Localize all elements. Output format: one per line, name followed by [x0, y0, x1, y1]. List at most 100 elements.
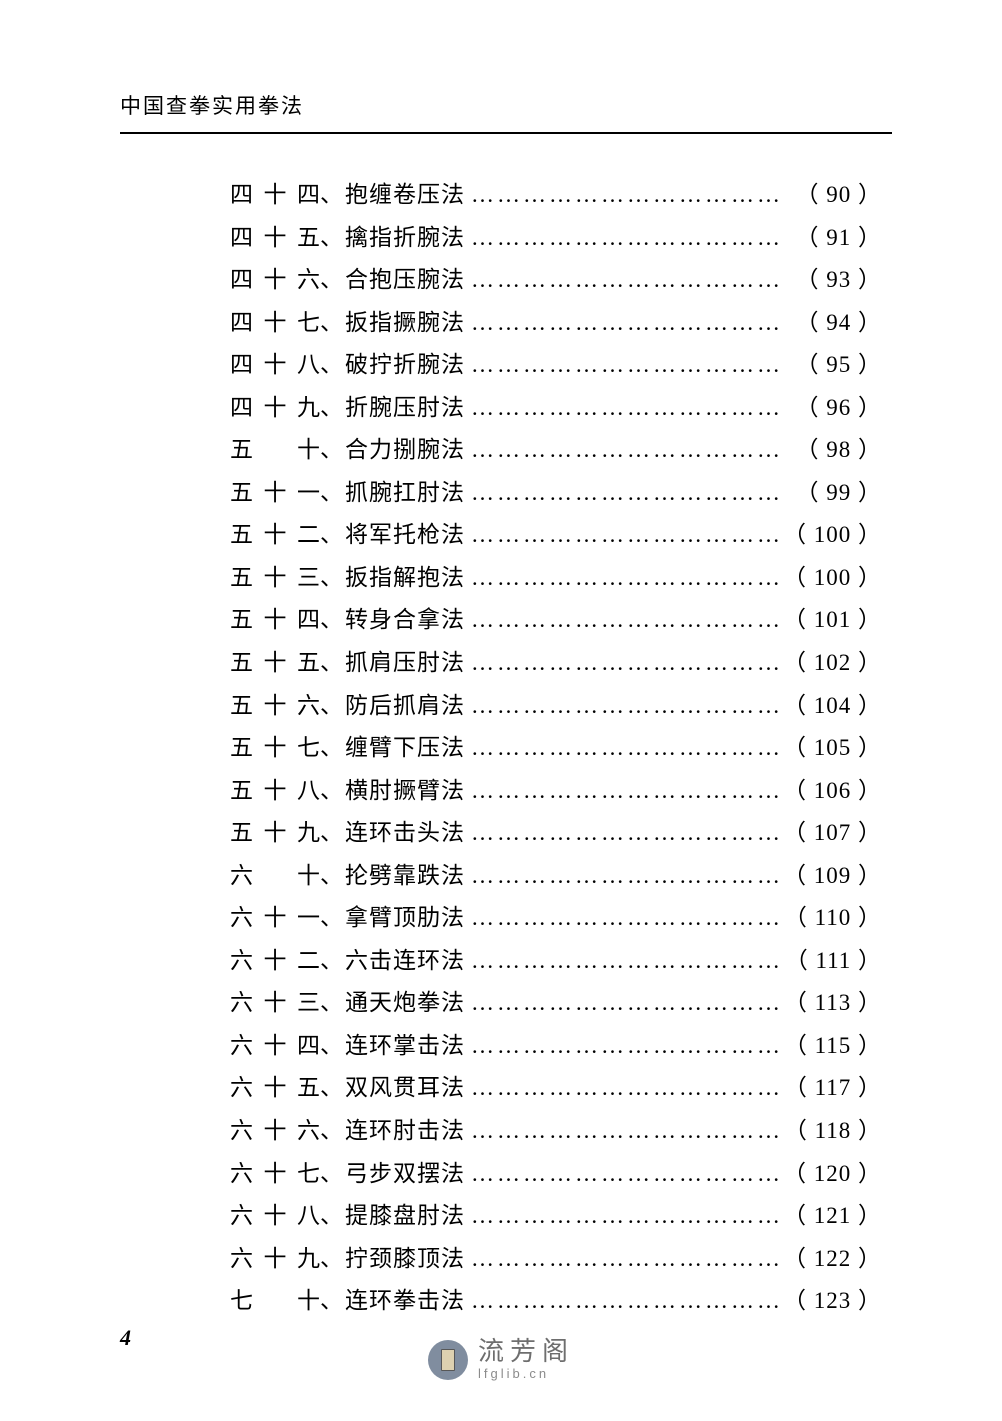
toc-separator: 、 — [320, 302, 345, 345]
toc-separator: 、 — [320, 1280, 345, 1323]
table-of-contents: 四十四、抱缠卷压法（ 90 ）四十五、擒指折腕法（ 91 ）四十六、合抱压腕法（… — [120, 174, 892, 1323]
toc-entry-page: （ 123 ） — [782, 1280, 882, 1323]
toc-entry-number: 六十七 — [230, 1153, 320, 1196]
toc-entry-number: 六十四 — [230, 1025, 320, 1068]
toc-separator: 、 — [320, 727, 345, 770]
toc-entry-title: 抓腕扛肘法 — [345, 472, 465, 515]
toc-entry-title: 连环击头法 — [345, 812, 465, 855]
toc-leader-dots — [465, 1195, 782, 1238]
toc-leader-dots — [465, 217, 782, 260]
toc-separator: 、 — [320, 1110, 345, 1153]
toc-entry-page: （ 122 ） — [782, 1238, 882, 1281]
toc-leader-dots — [465, 174, 782, 217]
toc-entry-number: 六 十 — [230, 855, 320, 898]
toc-separator: 、 — [320, 982, 345, 1025]
toc-entry-number: 六十九 — [230, 1238, 320, 1281]
toc-entry-number: 六十八 — [230, 1195, 320, 1238]
toc-leader-dots — [465, 514, 782, 557]
toc-entry-page: （ 117 ） — [782, 1067, 882, 1110]
toc-row: 四十六、合抱压腕法（ 93 ） — [230, 259, 882, 302]
toc-leader-dots — [465, 1280, 782, 1323]
toc-separator: 、 — [320, 855, 345, 898]
toc-leader-dots — [465, 770, 782, 813]
toc-row: 五十三、扳指解抱法（ 100 ） — [230, 557, 882, 600]
toc-entry-title: 连环掌击法 — [345, 1025, 465, 1068]
toc-entry-page: （ 96 ） — [782, 387, 882, 430]
toc-entry-page: （ 100 ） — [782, 514, 882, 557]
toc-leader-dots — [465, 1110, 782, 1153]
toc-row: 六十一、拿臂顶肋法（ 110 ） — [230, 897, 882, 940]
toc-separator: 、 — [320, 174, 345, 217]
toc-entry-number: 四十八 — [230, 344, 320, 387]
toc-entry-page: （ 121 ） — [782, 1195, 882, 1238]
toc-row: 四十八、破拧折腕法（ 95 ） — [230, 344, 882, 387]
toc-entry-title: 将军托枪法 — [345, 514, 465, 557]
toc-leader-dots — [465, 387, 782, 430]
toc-entry-number: 五 十 — [230, 429, 320, 472]
toc-separator: 、 — [320, 217, 345, 260]
toc-separator: 、 — [320, 940, 345, 983]
toc-entry-number: 五十九 — [230, 812, 320, 855]
toc-entry-title: 拧颈膝顶法 — [345, 1238, 465, 1281]
toc-row: 六十五、双风贯耳法 （ 117 ） — [230, 1067, 882, 1110]
toc-row: 六十六、连环肘击法（ 118 ） — [230, 1110, 882, 1153]
toc-entry-page: （ 105 ） — [782, 727, 882, 770]
toc-row: 五十八、横肘撅臂法（ 106 ） — [230, 770, 882, 813]
toc-row: 六十四、连环掌击法（ 115 ） — [230, 1025, 882, 1068]
toc-entry-number: 五十八 — [230, 770, 320, 813]
toc-separator: 、 — [320, 557, 345, 600]
toc-entry-title: 合抱压腕法 — [345, 259, 465, 302]
toc-entry-page: （ 99 ） — [782, 472, 882, 515]
toc-separator: 、 — [320, 472, 345, 515]
toc-entry-page: （ 90 ） — [782, 174, 882, 217]
toc-row: 六 十、抡劈靠跌法（ 109 ） — [230, 855, 882, 898]
toc-entry-page: （ 107 ） — [782, 812, 882, 855]
toc-entry-page: （ 113 ） — [782, 982, 882, 1025]
toc-leader-dots — [465, 897, 782, 940]
toc-entry-number: 四十六 — [230, 259, 320, 302]
toc-entry-number: 五十五 — [230, 642, 320, 685]
toc-entry-page: （ 102 ） — [782, 642, 882, 685]
watermark-badge-icon — [428, 1340, 468, 1380]
toc-row: 六十九、拧颈膝顶法（ 122 ） — [230, 1238, 882, 1281]
toc-entry-number: 五十七 — [230, 727, 320, 770]
toc-entry-title: 破拧折腕法 — [345, 344, 465, 387]
toc-row: 四十五、擒指折腕法（ 91 ） — [230, 217, 882, 260]
toc-separator: 、 — [320, 1067, 345, 1110]
toc-entry-title: 抓肩压肘法 — [345, 642, 465, 685]
toc-row: 五十一、抓腕扛肘法 （ 99 ） — [230, 472, 882, 515]
toc-entry-title: 六击连环法 — [345, 940, 465, 983]
toc-entry-page: （ 104 ） — [782, 685, 882, 728]
toc-row: 六十三、通天炮拳法（ 113 ） — [230, 982, 882, 1025]
toc-entry-number: 六十六 — [230, 1110, 320, 1153]
toc-entry-number: 四十四 — [230, 174, 320, 217]
toc-row: 五十七、缠臂下压法（ 105 ） — [230, 727, 882, 770]
toc-leader-dots — [465, 557, 782, 600]
toc-entry-title: 抡劈靠跌法 — [345, 855, 465, 898]
toc-entry-title: 拿臂顶肋法 — [345, 897, 465, 940]
toc-entry-page: （ 101 ） — [782, 599, 882, 642]
toc-entry-page: （ 93 ） — [782, 259, 882, 302]
toc-entry-number: 六十一 — [230, 897, 320, 940]
toc-entry-number: 六十五 — [230, 1067, 320, 1110]
toc-entry-title: 双风贯耳法 — [345, 1067, 465, 1110]
page-container: 中国查拳实用拳法 四十四、抱缠卷压法（ 90 ）四十五、擒指折腕法（ 91 ）四… — [0, 0, 1002, 1323]
toc-entry-number: 七 十 — [230, 1280, 320, 1323]
toc-row: 五十二、将军托枪法（ 100 ） — [230, 514, 882, 557]
toc-separator: 、 — [320, 344, 345, 387]
toc-entry-title: 抱缠卷压法 — [345, 174, 465, 217]
toc-row: 四十七、扳指撅腕法（ 94 ） — [230, 302, 882, 345]
toc-entry-title: 提膝盘肘法 — [345, 1195, 465, 1238]
toc-row: 五 十、合力捌腕法（ 98 ） — [230, 429, 882, 472]
toc-entry-number: 四十五 — [230, 217, 320, 260]
toc-separator: 、 — [320, 599, 345, 642]
toc-entry-title: 横肘撅臂法 — [345, 770, 465, 813]
toc-separator: 、 — [320, 1195, 345, 1238]
toc-entry-page: （ 118 ） — [782, 1110, 882, 1153]
watermark-cn: 流芳阁 — [478, 1338, 574, 1367]
toc-entry-number: 五十一 — [230, 472, 320, 515]
toc-row: 四十九、折腕压肘法（ 96 ） — [230, 387, 882, 430]
book-icon — [441, 1349, 455, 1371]
toc-entry-page: （ 111 ） — [782, 940, 882, 983]
toc-entry-page: （ 120 ） — [782, 1153, 882, 1196]
